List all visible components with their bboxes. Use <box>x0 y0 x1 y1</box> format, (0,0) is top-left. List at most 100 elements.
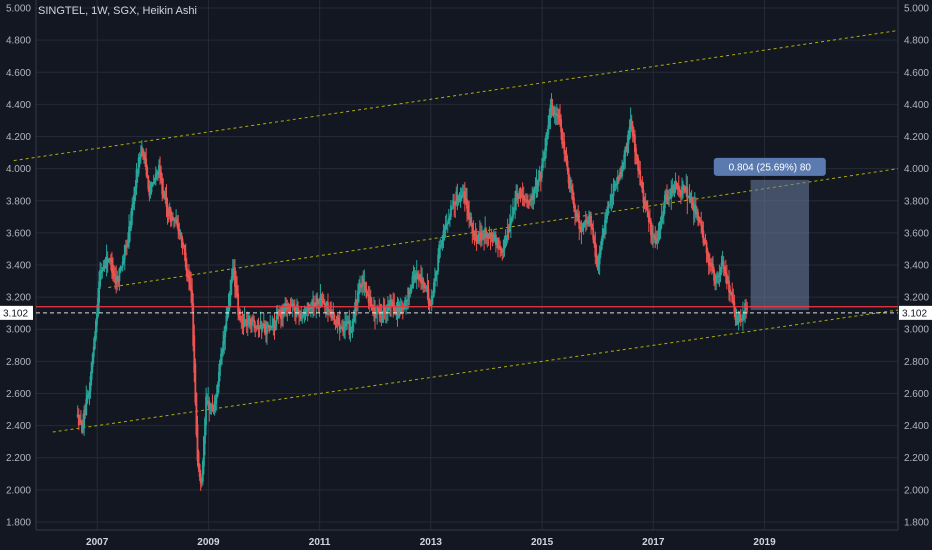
candle-body <box>307 304 310 307</box>
candle-body <box>451 207 453 209</box>
candle-body <box>592 228 595 240</box>
candle-body <box>608 204 611 206</box>
candle-body <box>714 277 717 284</box>
candle-body <box>522 196 525 201</box>
candle-body <box>223 334 226 344</box>
candle-body <box>241 319 244 321</box>
candle-body <box>745 305 748 310</box>
candle-body <box>689 196 692 198</box>
candle-body <box>142 148 144 157</box>
candle-body <box>528 201 530 203</box>
y-tick-label-right: 4.400 <box>904 100 929 111</box>
candle-body <box>429 303 432 307</box>
candle-body <box>221 350 223 357</box>
y-tick-label-right: 3.000 <box>904 325 929 336</box>
candle-body <box>421 277 423 282</box>
candle-body <box>248 317 251 326</box>
candle-body <box>410 287 413 292</box>
candle-body <box>417 276 420 280</box>
candle-body <box>369 297 372 308</box>
candle-body <box>216 384 219 396</box>
candle-body <box>358 285 360 295</box>
candle-body <box>731 291 734 303</box>
y-tick-label-right: 3.200 <box>904 293 929 304</box>
candle-body <box>591 223 594 230</box>
candle-body <box>196 424 199 461</box>
candle-body <box>595 253 598 258</box>
candle-body <box>610 195 613 202</box>
candle-body <box>370 304 373 311</box>
candle-body <box>392 301 395 306</box>
x-tick-label: 2017 <box>642 537 665 548</box>
candle-body <box>547 125 550 135</box>
candle-body <box>94 320 97 340</box>
candle-body <box>743 311 745 316</box>
candle-body <box>102 266 105 271</box>
candle-body <box>239 316 242 320</box>
candle-body <box>644 200 647 205</box>
candle-body <box>324 304 327 307</box>
candle-body <box>269 325 272 330</box>
y-tick-label-right: 2.600 <box>904 389 929 400</box>
candle-body <box>242 320 245 328</box>
candle-body <box>620 174 622 177</box>
candle-body <box>347 320 350 322</box>
candle-body <box>145 158 148 171</box>
candle-body <box>332 313 335 318</box>
candle-body <box>671 185 674 192</box>
candle-body <box>109 258 112 262</box>
candle-body <box>426 286 429 290</box>
candle-body <box>162 190 165 198</box>
y-tick-label-right: 3.800 <box>904 196 929 207</box>
candle-body <box>224 326 227 338</box>
candle-body <box>624 147 627 157</box>
candle-body <box>551 105 554 109</box>
candle-body <box>567 168 570 184</box>
candle-body <box>648 220 651 222</box>
candle-body <box>346 321 349 324</box>
candle-body <box>684 188 687 192</box>
candle-body <box>208 400 211 410</box>
candle-body <box>666 194 668 200</box>
candle-body <box>539 173 542 179</box>
candle-body <box>690 197 693 205</box>
candle-body <box>273 320 276 329</box>
candle-body <box>171 216 174 221</box>
candle-body <box>496 237 498 243</box>
candle-body <box>270 326 273 329</box>
candle-body <box>112 269 114 275</box>
price-tags: 3.102 3.102 <box>0 305 932 320</box>
candle-body <box>640 181 643 184</box>
measure-tool[interactable]: 0.804 (25.69%) 80 <box>713 157 826 310</box>
candle-body <box>729 289 731 294</box>
candle-body <box>715 275 718 283</box>
candle-body <box>212 408 215 412</box>
candle-body <box>503 239 506 250</box>
candle-body <box>530 199 533 201</box>
candle-body <box>446 223 449 225</box>
candle-body <box>734 310 737 321</box>
candle-body <box>179 232 182 234</box>
candle-body <box>425 286 428 288</box>
candle-body <box>511 217 513 221</box>
candle-body <box>693 204 696 211</box>
candle-body <box>686 187 689 201</box>
candle-body <box>442 230 445 242</box>
candle-body <box>740 319 743 321</box>
candle-body <box>338 323 341 331</box>
candle-body <box>647 214 650 223</box>
candle-body <box>361 275 364 287</box>
candle-body <box>185 263 188 276</box>
candle-body <box>589 215 591 218</box>
candle-body <box>76 414 79 418</box>
candle-body <box>385 311 388 314</box>
candle-body <box>400 307 403 309</box>
candle-body <box>721 260 724 266</box>
candle-body <box>210 404 213 407</box>
candle-body <box>321 298 324 303</box>
y-tick-label-left: 3.800 <box>6 196 31 207</box>
candle-body <box>672 186 675 193</box>
candle-body <box>378 308 381 312</box>
candle-body <box>651 231 653 239</box>
